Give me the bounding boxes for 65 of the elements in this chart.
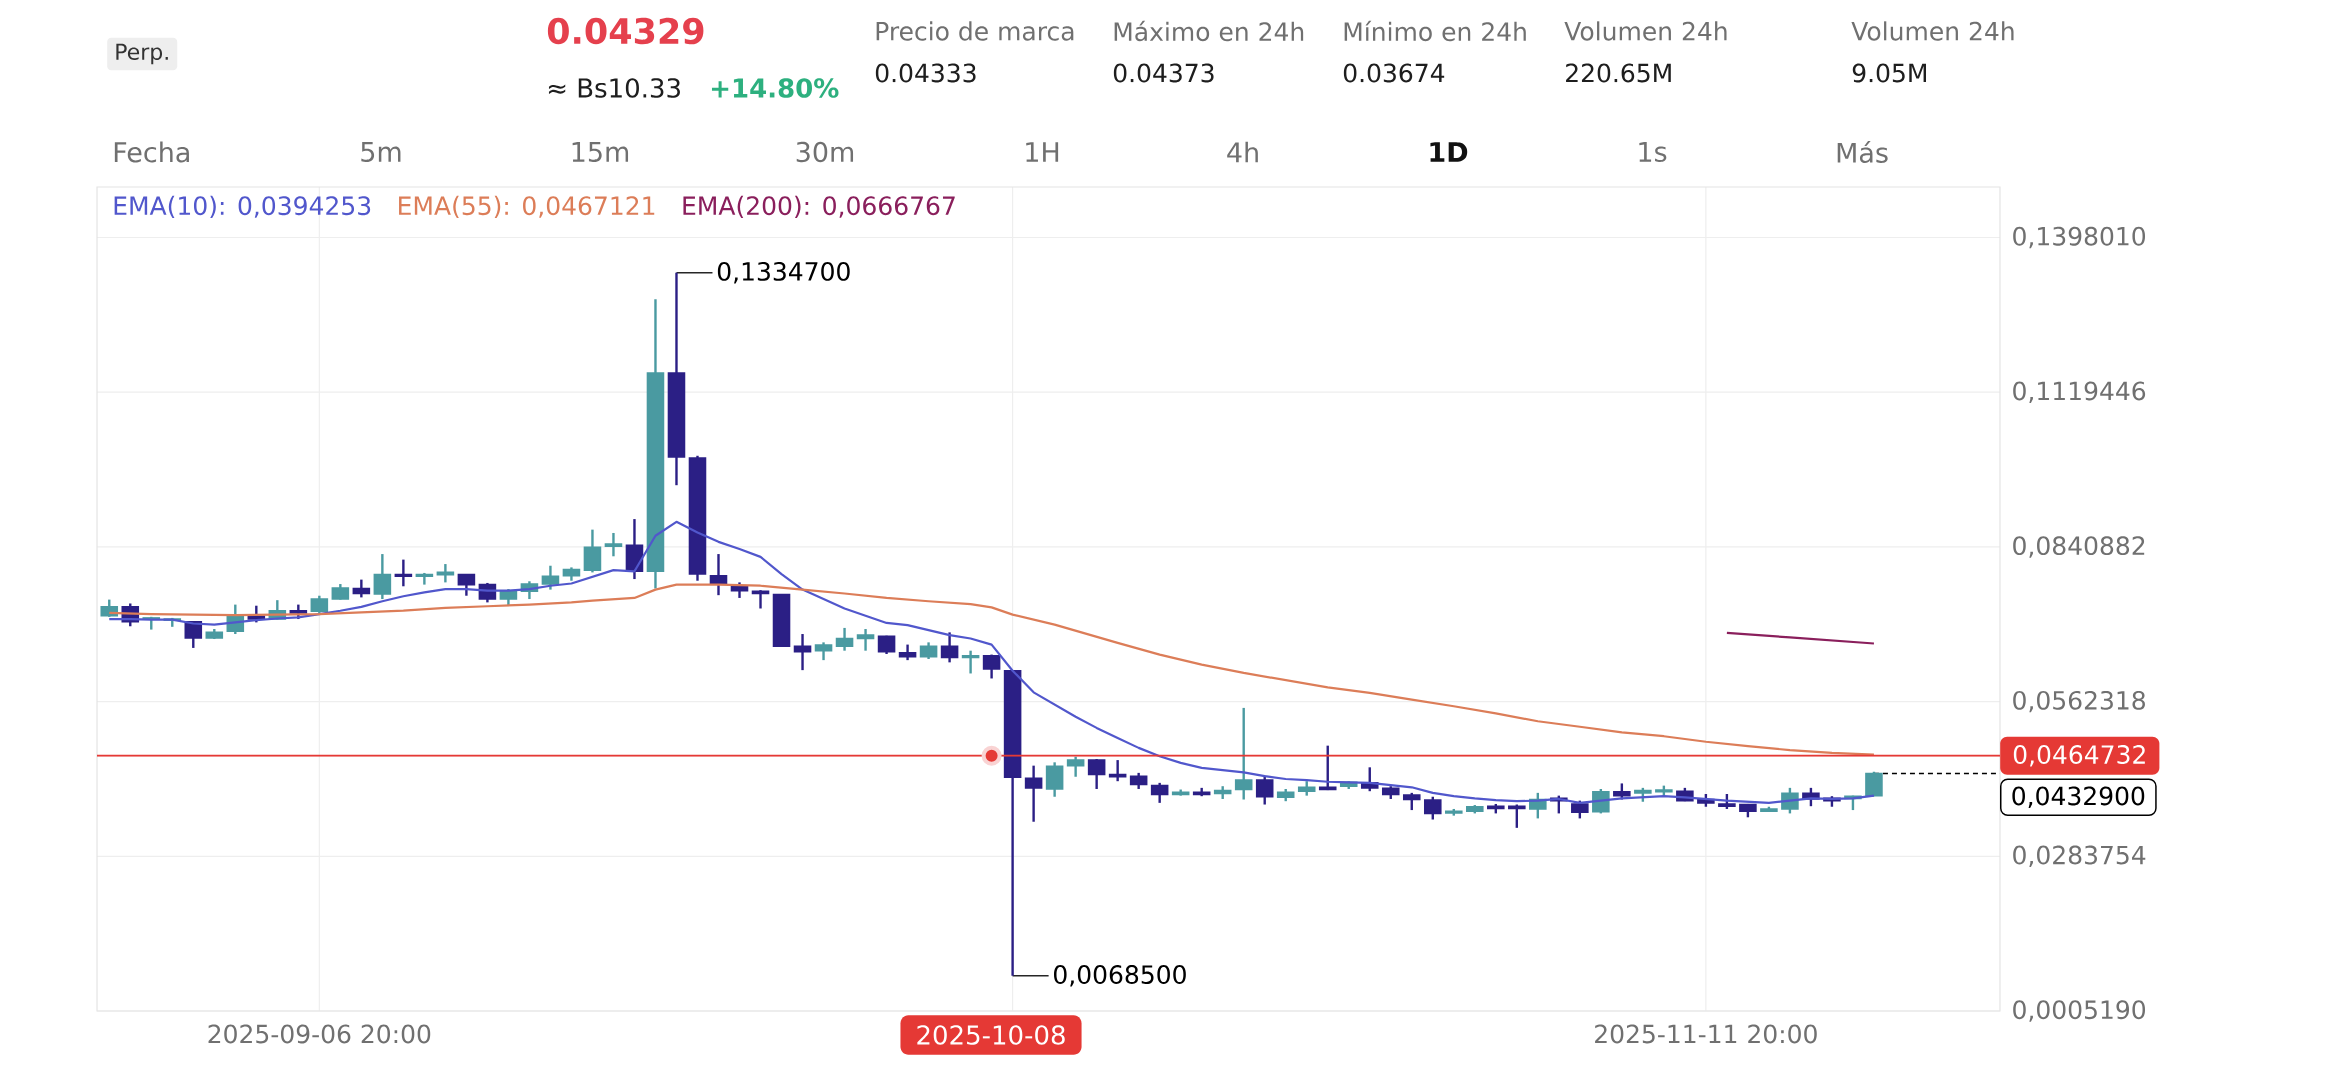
text: 0.04333 <box>875 63 976 83</box>
text: Volumen 24h <box>1851 21 2014 41</box>
text: 0.03674 <box>1343 63 1445 83</box>
text: 1s <box>1639 141 1667 163</box>
candlestick <box>1150 781 1169 805</box>
candlestick <box>583 528 602 574</box>
text: EMA(200): 0,0666767 <box>683 195 955 219</box>
text: 220.65M <box>1566 63 1671 83</box>
candlestick <box>835 626 854 652</box>
y-tick-label: 0,1398010 <box>2013 226 2146 249</box>
candlestick <box>457 572 476 597</box>
annotation: 0,0068500 <box>1054 965 1186 987</box>
candlestick <box>1024 764 1043 823</box>
candlestick <box>1066 755 1085 778</box>
text: 4h <box>1227 141 1258 163</box>
candlestick <box>1087 757 1106 791</box>
y-tick-label: 0,0840882 <box>2013 536 2145 558</box>
text: ≈ Bs10.33 <box>548 78 680 98</box>
candlestick <box>856 627 875 652</box>
y-tick-label: 0,1119446 <box>2013 381 2146 403</box>
text: 9.05M <box>1852 63 1926 83</box>
text: EMA(10): 0,0394253 <box>114 195 371 219</box>
text: +14.80% <box>711 78 839 98</box>
text: Volumen 24h <box>1564 21 1727 41</box>
candlestick <box>940 631 959 664</box>
candlestick <box>604 531 623 558</box>
candlestick <box>793 632 812 672</box>
text: 1H <box>1026 142 1059 162</box>
candlestick <box>1423 795 1442 821</box>
ref-line-label: 0,0464732 <box>2013 745 2145 767</box>
candlestick <box>394 558 413 588</box>
text: 15m <box>572 141 629 163</box>
annotation: 0,1334700 <box>717 261 850 284</box>
text: Máximo en 24h <box>1114 20 1304 42</box>
candlestick <box>541 564 560 591</box>
candlestick <box>1045 761 1064 798</box>
text: Mínimo en 24h <box>1344 20 1526 42</box>
candlestick <box>1234 706 1253 801</box>
text: 0.04373 <box>1113 63 1214 83</box>
text: Fecha <box>114 141 189 163</box>
text: Precio de marca <box>876 21 1074 41</box>
y-tick-label: 0,0562318 <box>2013 690 2145 713</box>
x-tick-label: 2025-09-06 20:00 <box>208 1024 431 1044</box>
text: 2025-10-08 <box>917 1025 1065 1045</box>
text: Más <box>1837 141 1888 163</box>
candlestick <box>1865 770 1883 798</box>
candlestick <box>709 552 728 597</box>
text: 30m <box>796 141 854 163</box>
text: 1D <box>1430 142 1468 162</box>
candlestick <box>415 571 434 586</box>
y-tick-label: 0,0283754 <box>2013 845 2146 868</box>
candlestick <box>373 552 392 601</box>
candlestick <box>961 649 980 675</box>
text: 5m <box>361 141 401 163</box>
text: EMA(55): 0,0467121 <box>399 195 655 219</box>
text: 0.04329 <box>547 17 704 45</box>
candlestick <box>877 634 896 656</box>
y-tick-label: 0,0005190 <box>2013 1000 2146 1022</box>
x-tick-label: 2025-11-11 20:00 <box>1595 1024 1817 1044</box>
annotation: 0,0432900 <box>2012 786 2145 808</box>
candlestick <box>1592 787 1610 815</box>
candlestick <box>1108 758 1127 783</box>
text: Perp. <box>116 43 168 65</box>
candlestick <box>751 588 770 610</box>
candlestick <box>1255 774 1274 806</box>
